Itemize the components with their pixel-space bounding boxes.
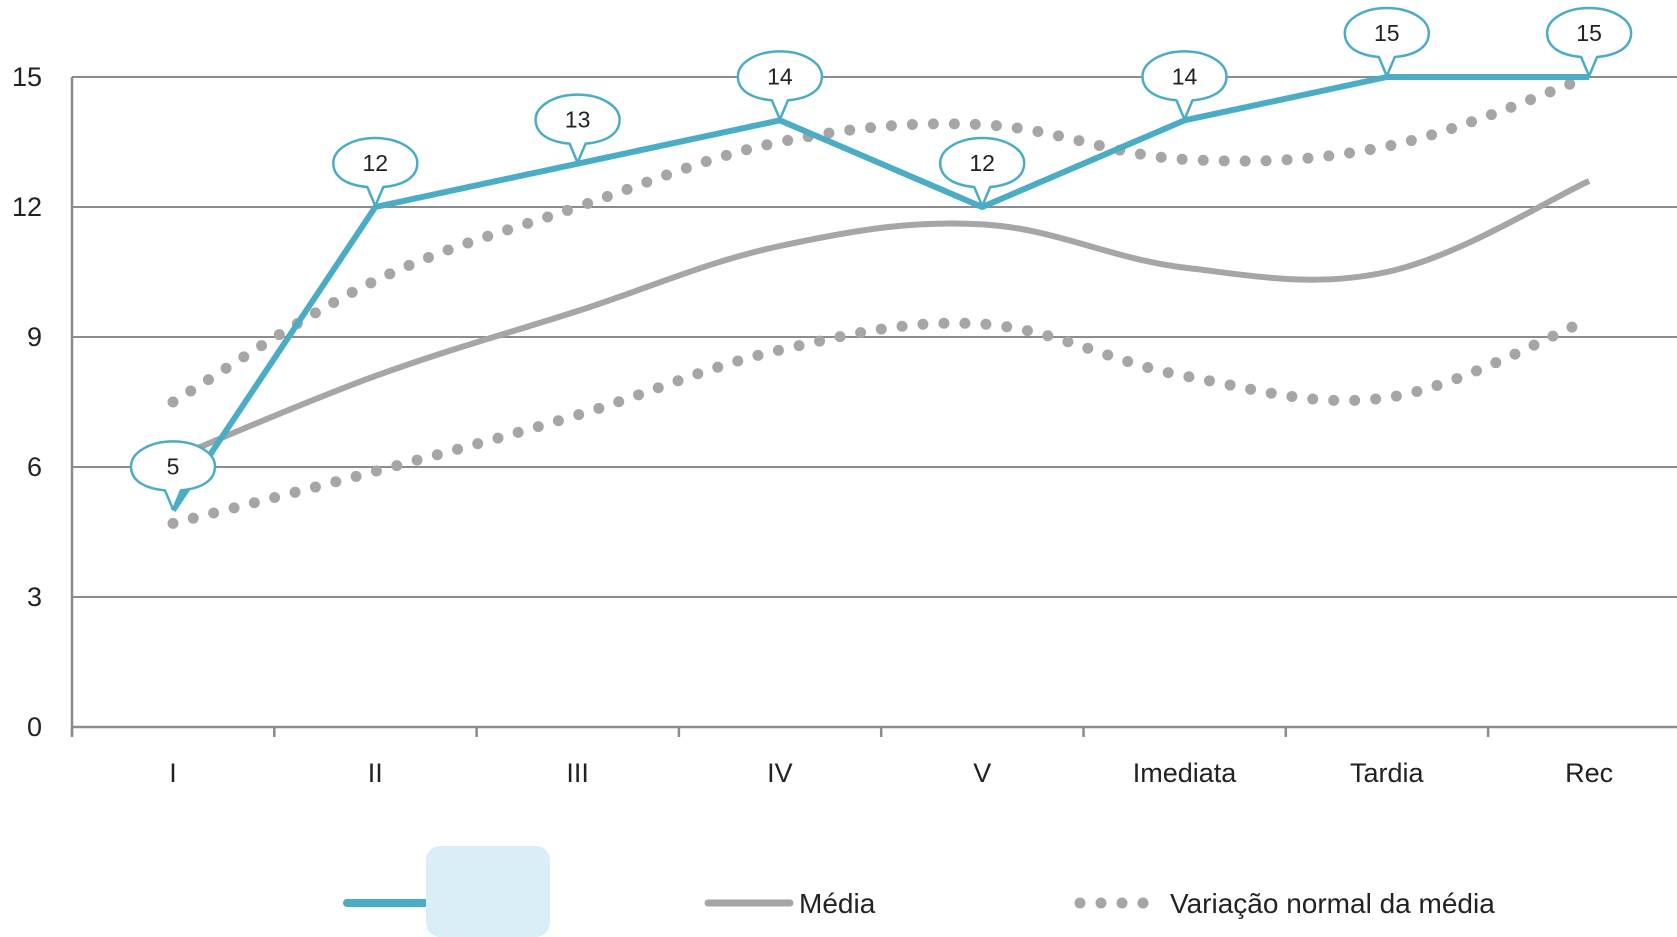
data-label: 13 xyxy=(565,107,591,133)
series-line-media xyxy=(171,178,1591,462)
series-line-main xyxy=(170,74,1590,512)
legend-label-variacao: Variação normal da média xyxy=(1170,888,1495,919)
data-label-bubble xyxy=(332,136,419,208)
y-tick-label: 3 xyxy=(27,582,42,612)
x-tick-label: Imediata xyxy=(1133,758,1238,788)
data-label-callout: 14 xyxy=(736,50,824,121)
data-label-bubble xyxy=(1545,6,1633,78)
legend-label-media: Média xyxy=(799,888,876,919)
x-tick-label: V xyxy=(973,758,991,788)
data-label-callout: 15 xyxy=(1343,6,1431,78)
data-label: 12 xyxy=(969,150,995,176)
data-label-callout: 12 xyxy=(332,136,419,208)
data-label-bubble xyxy=(1343,6,1431,78)
legend-swatch-main xyxy=(426,846,550,937)
y-tick-label: 15 xyxy=(12,62,42,92)
data-label: 12 xyxy=(363,150,389,176)
y-tick-label: 0 xyxy=(27,712,42,742)
data-label: 14 xyxy=(767,63,793,89)
x-tick-label: IV xyxy=(767,758,793,788)
data-label: 14 xyxy=(1172,63,1198,89)
series-line-variacao xyxy=(167,71,1595,408)
data-label-bubble xyxy=(534,93,621,164)
x-tick-label: II xyxy=(368,758,383,788)
x-tick-label: III xyxy=(566,758,589,788)
data-label: 15 xyxy=(1374,20,1400,46)
data-label-callout: 5 xyxy=(129,440,217,511)
data-label-callout: 13 xyxy=(534,93,621,164)
data-label: 15 xyxy=(1576,20,1602,46)
series-line-variacao xyxy=(167,314,1595,529)
x-tick-label: I xyxy=(169,758,177,788)
x-tick-label: Rec xyxy=(1565,758,1613,788)
data-label: 5 xyxy=(167,453,180,479)
data-label-bubble xyxy=(736,50,824,121)
data-label-callout: 14 xyxy=(1141,50,1228,121)
data-label-bubble xyxy=(1141,50,1228,121)
y-tick-label: 12 xyxy=(12,192,42,222)
data-label-bubble xyxy=(938,136,1026,208)
y-tick-label: 9 xyxy=(27,322,42,352)
x-tick-label: Tardia xyxy=(1350,758,1425,788)
data-label-callout: 15 xyxy=(1545,6,1633,78)
data-label-bubble xyxy=(129,440,217,511)
y-tick-label: 6 xyxy=(27,452,42,482)
data-label-callout: 12 xyxy=(938,136,1026,208)
